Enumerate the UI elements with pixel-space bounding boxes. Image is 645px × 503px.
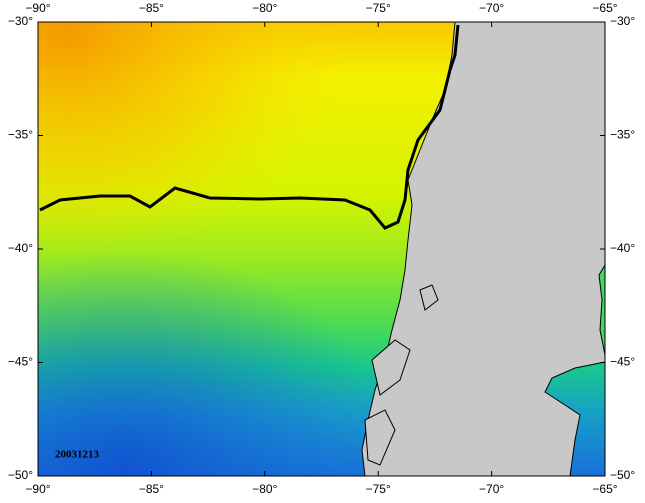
x-tick-label: −65° bbox=[592, 1, 617, 15]
y-tick-label: −35° bbox=[8, 128, 33, 142]
contour-line bbox=[39, 24, 460, 230]
y-tick-label: −40° bbox=[8, 241, 33, 255]
date-label: 20031213 bbox=[55, 449, 100, 461]
x-tick-label: −80° bbox=[252, 482, 277, 496]
y-tick-label: −50° bbox=[8, 468, 33, 482]
y-tick-label: −40° bbox=[610, 241, 635, 255]
x-tick-label: −70° bbox=[479, 1, 504, 15]
y-tick-label: −45° bbox=[8, 355, 33, 369]
y-tick-label: −45° bbox=[610, 355, 635, 369]
y-tick-label: −50° bbox=[610, 468, 635, 482]
y-tick-label: −30° bbox=[8, 14, 33, 28]
x-tick-label: −85° bbox=[139, 482, 164, 496]
x-tick-label: −75° bbox=[366, 482, 391, 496]
atlantic-water bbox=[598, 264, 605, 356]
y-tick-label: −35° bbox=[610, 128, 635, 142]
map-area bbox=[38, 22, 605, 476]
islands bbox=[364, 284, 439, 466]
land bbox=[361, 22, 605, 476]
x-tick-label: −75° bbox=[366, 1, 391, 15]
y-tick-label: −30° bbox=[610, 14, 635, 28]
x-tick-label: −90° bbox=[25, 482, 50, 496]
x-tick-label: −90° bbox=[25, 1, 50, 15]
x-tick-label: −65° bbox=[592, 482, 617, 496]
x-tick-label: −85° bbox=[139, 1, 164, 15]
x-tick-label: −80° bbox=[252, 1, 277, 15]
x-tick-label: −70° bbox=[479, 482, 504, 496]
